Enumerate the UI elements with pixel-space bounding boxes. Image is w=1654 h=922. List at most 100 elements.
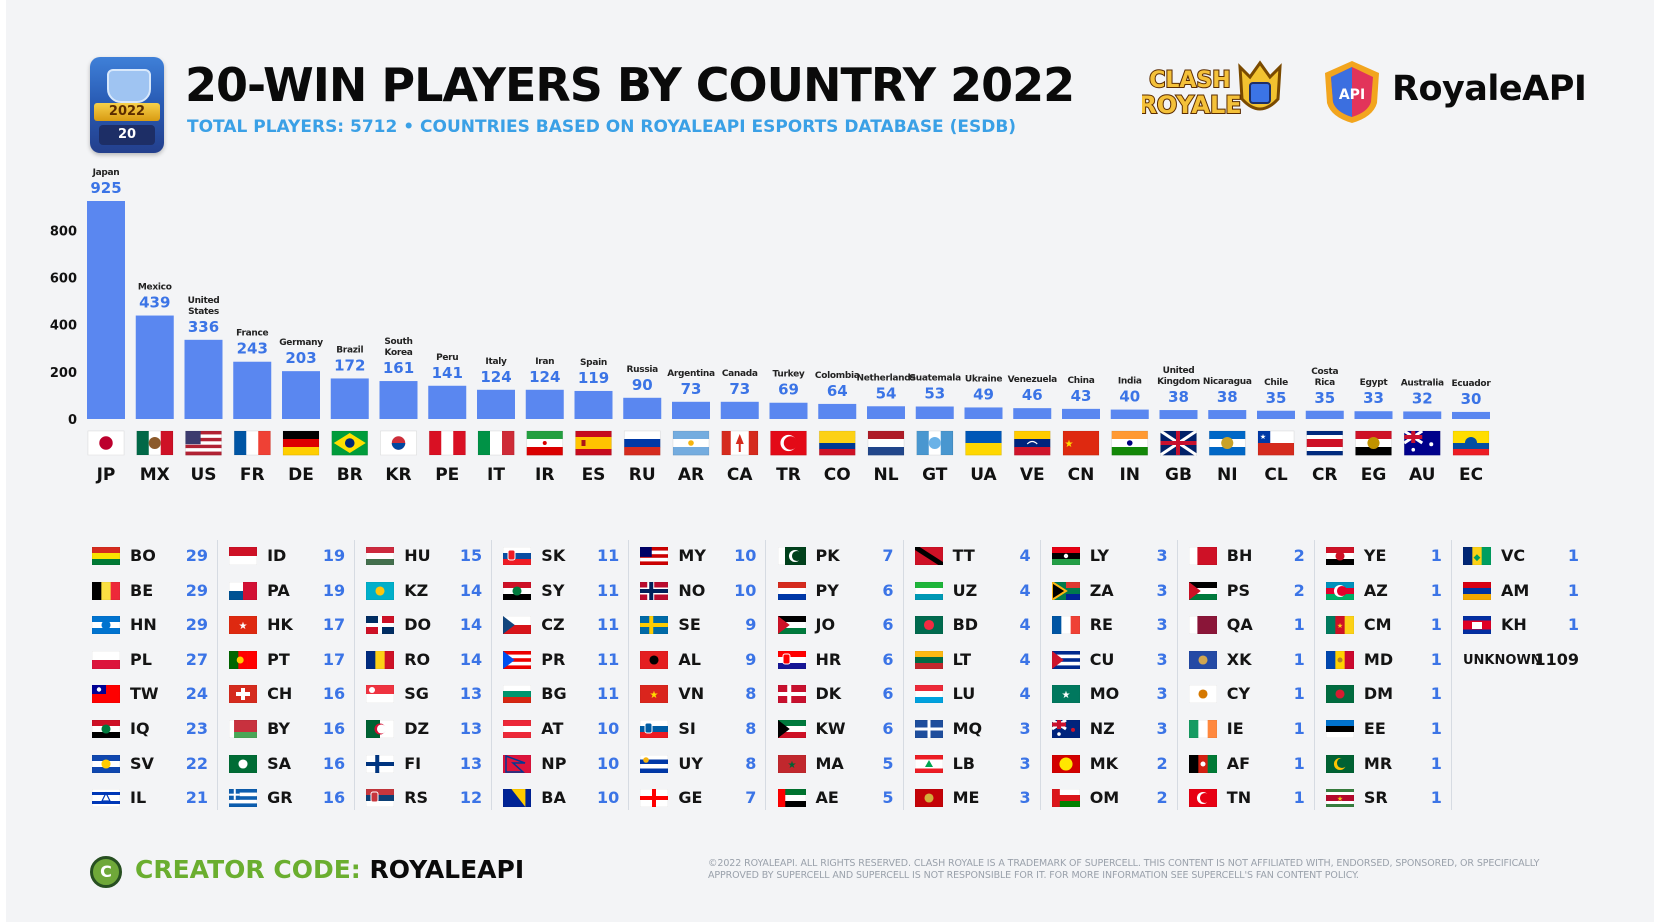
- flag-ae-icon: [777, 789, 806, 808]
- trophy-cup-icon: [107, 69, 151, 103]
- infographic-canvas: [6, 0, 1654, 922]
- country-name-label: China: [1067, 376, 1094, 386]
- royaleapi-logo-icon: API: [1325, 61, 1379, 123]
- x-tick-label: CL: [1264, 465, 1287, 485]
- flag-jp-icon: [87, 430, 125, 456]
- flag-mx-icon: [136, 430, 174, 456]
- flag-al-icon: [640, 650, 669, 669]
- flag-lb-icon: [914, 754, 943, 773]
- table-row: GR 16: [227, 782, 345, 816]
- country-code: DK: [815, 684, 842, 704]
- country-code: TT: [952, 546, 975, 565]
- flag-ps-icon: [1188, 581, 1217, 600]
- table-row: LU 4: [913, 678, 1031, 712]
- bar-value-label: 30: [1461, 390, 1482, 408]
- player-count: 16: [322, 684, 346, 704]
- bar-fr: [233, 361, 272, 419]
- player-count: 7: [745, 788, 757, 808]
- x-tick-label: KR: [385, 465, 411, 485]
- table-row: ★ MO 3: [1050, 678, 1168, 712]
- table-row: SG 13: [364, 678, 482, 712]
- country-name-label: United: [1163, 366, 1195, 376]
- player-count: 3: [1156, 719, 1168, 738]
- country-code: TW: [130, 684, 159, 704]
- player-count: 23: [185, 719, 208, 738]
- flag-hu-icon: [366, 547, 395, 565]
- bar-nl: [867, 406, 905, 419]
- x-tick-label: ES: [582, 465, 606, 485]
- player-count: 1: [1293, 753, 1305, 773]
- bar-tr: [769, 402, 808, 419]
- table-row: ★ MA 5: [776, 748, 894, 782]
- player-count: 16: [322, 788, 346, 808]
- table-row: BG 11: [501, 678, 619, 712]
- table-row: BA 10: [501, 782, 619, 816]
- player-count: 4: [1019, 649, 1031, 669]
- table-row: EE 1: [1324, 713, 1442, 747]
- player-count: 3: [1019, 753, 1031, 773]
- flag-za-icon: [1051, 581, 1080, 600]
- country-name-label: Japan: [92, 168, 120, 178]
- country-name-label: Chile: [1264, 378, 1288, 388]
- flag-cr-icon: [1306, 430, 1344, 456]
- x-tick-label: UA: [970, 465, 997, 485]
- flag-si-icon: [640, 720, 669, 738]
- table-column: HU 15 KZ 14 DO 14 RO 14 SG 13 DZ 13 FI 13 RS 12: [360, 540, 493, 810]
- flag-tt-icon: [914, 547, 943, 565]
- player-count: 3: [1156, 684, 1168, 704]
- flag-id-icon: [229, 547, 258, 565]
- flag-cy-icon: [1188, 685, 1217, 704]
- x-tick-label: EC: [1459, 465, 1483, 485]
- flag-me-icon: [914, 789, 943, 808]
- flag-ec-icon: [1452, 430, 1490, 456]
- bar-value-label: 32: [1412, 389, 1433, 407]
- table-row: PA 19: [227, 575, 345, 609]
- flag-vc-icon: ◆: [1463, 547, 1491, 565]
- flag-by-icon: [229, 720, 258, 738]
- flag-it-icon: [477, 430, 515, 456]
- x-tick-label: AR: [678, 465, 704, 485]
- x-tick-label: BR: [337, 465, 363, 485]
- flag-np-icon: [503, 754, 532, 773]
- bar-value-label: 203: [285, 349, 316, 367]
- table-row: ★ HK 17: [227, 609, 345, 643]
- table-row: BD 4: [913, 609, 1031, 643]
- svg-text:★: ★: [787, 760, 796, 771]
- player-count: 6: [882, 719, 894, 738]
- flag-md-icon: [1325, 650, 1354, 669]
- country-name-label: Brazil: [336, 345, 363, 355]
- country-code: TN: [1226, 788, 1252, 808]
- table-row: PT 17: [227, 644, 345, 678]
- country-code: UNKNOWN: [1463, 652, 1542, 668]
- player-count: 3: [1019, 719, 1031, 738]
- svg-text:ROYALE: ROYALE: [1142, 91, 1242, 119]
- flag-co-icon: [818, 430, 856, 456]
- player-count: 29: [185, 615, 208, 635]
- country-code: UZ: [952, 580, 978, 600]
- player-count: 10: [597, 753, 620, 773]
- country-code: MK: [1089, 753, 1119, 773]
- bar-br: [330, 378, 369, 419]
- flag-sg-icon: [366, 685, 395, 704]
- page-subtitle: TOTAL PLAYERS: 5712 • COUNTRIES BASED ON…: [187, 117, 1017, 137]
- x-tick-label: TR: [776, 465, 801, 485]
- country-table: BO 29 BE 29 HN 29 PL 27 TW 24 IQ 23 SV 22 IL 21 ID 19 PA 19…: [90, 540, 1590, 810]
- country-code: AL: [678, 649, 701, 669]
- country-code: IE: [1226, 719, 1244, 738]
- table-row: TT 4: [913, 540, 1031, 574]
- table-row: ★ CM 1: [1324, 609, 1442, 643]
- page-title: 20-WIN PLAYERS BY COUNTRY 2022: [185, 58, 1075, 112]
- x-tick-label: VE: [1020, 465, 1045, 485]
- player-count: 10: [734, 546, 757, 565]
- x-tick-label: NL: [873, 465, 898, 485]
- country-code: SY: [541, 580, 565, 600]
- bar-cl: [1257, 410, 1295, 419]
- flag-ye-icon: [1325, 547, 1354, 565]
- table-row: PY 6: [776, 575, 894, 609]
- country-code: DO: [404, 615, 432, 635]
- flag-uz-icon: [914, 581, 943, 600]
- flag-vn-icon: ★: [640, 685, 669, 704]
- player-count: 1: [1293, 719, 1305, 738]
- player-count: 11: [597, 649, 620, 669]
- table-column: BH 2 PS 2 QA 1 XK 1 CY 1 IE 1 AF 1 TN 1: [1183, 540, 1315, 810]
